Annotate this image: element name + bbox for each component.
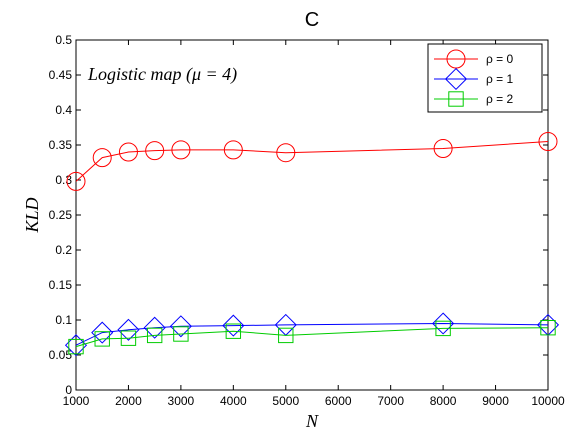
data-point [120,330,137,346]
data-point [225,323,242,339]
data-point [538,132,558,151]
legend-label: ρ = 0 [486,52,514,66]
y-tick-label: 0.25 [49,208,73,222]
data-point [276,143,296,163]
legend-box [427,43,543,113]
data-point [143,316,166,339]
x-tick-label: 8000 [430,394,457,408]
y-tick-label: 0 [65,383,72,397]
x-tick-label: 9000 [482,394,509,408]
x-tick-label: 5000 [272,394,299,408]
y-tick-label: 0.45 [49,68,73,82]
series-0 [66,132,558,191]
y-axis-label: KLD [22,197,42,233]
data-point [435,320,451,337]
legend-label: ρ = 2 [486,92,514,106]
series-line [75,141,549,182]
legend: ρ = 0 ρ = 1 ρ = 2 [427,43,543,113]
series-2 [68,320,556,355]
data-point [91,321,114,344]
data-point [169,315,192,338]
y-tick-label: 0.5 [55,33,72,47]
series-layer [64,132,560,357]
y-tick-label: 0.2 [55,243,72,257]
x-axis-label: N [305,411,319,431]
data-point [145,141,165,161]
chart-title: C [305,9,319,31]
x-tick-label: 4000 [220,394,247,408]
y-tick-label: 0.05 [49,348,73,362]
axes: 1000 2000 3000 4000 5000 6000 7000 8000 9000 1000… [49,33,565,408]
data-point [146,327,163,344]
data-point [68,338,84,355]
chart-annotation: Logistic map (μ = 4) [87,64,237,85]
data-point [118,142,138,162]
x-tick-label: 3000 [168,394,195,408]
x-tick-label: 1000 [63,394,90,408]
x-tick-label: 2000 [115,394,142,408]
y-tick-label: 0.35 [49,138,73,152]
x-tick-label: 10000 [531,394,565,408]
y-tick-label: 0.4 [55,103,72,117]
legend-marker [448,91,464,107]
y-tick-label: 0.15 [49,278,73,292]
data-point [433,139,453,158]
legend-marker [444,67,468,91]
data-point [171,140,191,160]
data-point [117,318,140,341]
data-point [432,312,455,335]
series-line [75,327,549,348]
y-tick-label: 0.1 [55,313,72,327]
data-point [222,314,245,337]
data-point [223,140,243,160]
data-point [540,320,556,336]
data-point [94,331,110,347]
x-tick-label: 6000 [325,394,352,408]
x-tick-label: 7000 [377,394,404,408]
data-point [173,326,189,342]
legend-label: ρ = 1 [486,72,514,86]
data-point [278,327,294,344]
data-point [66,171,86,191]
data-point [92,148,112,168]
